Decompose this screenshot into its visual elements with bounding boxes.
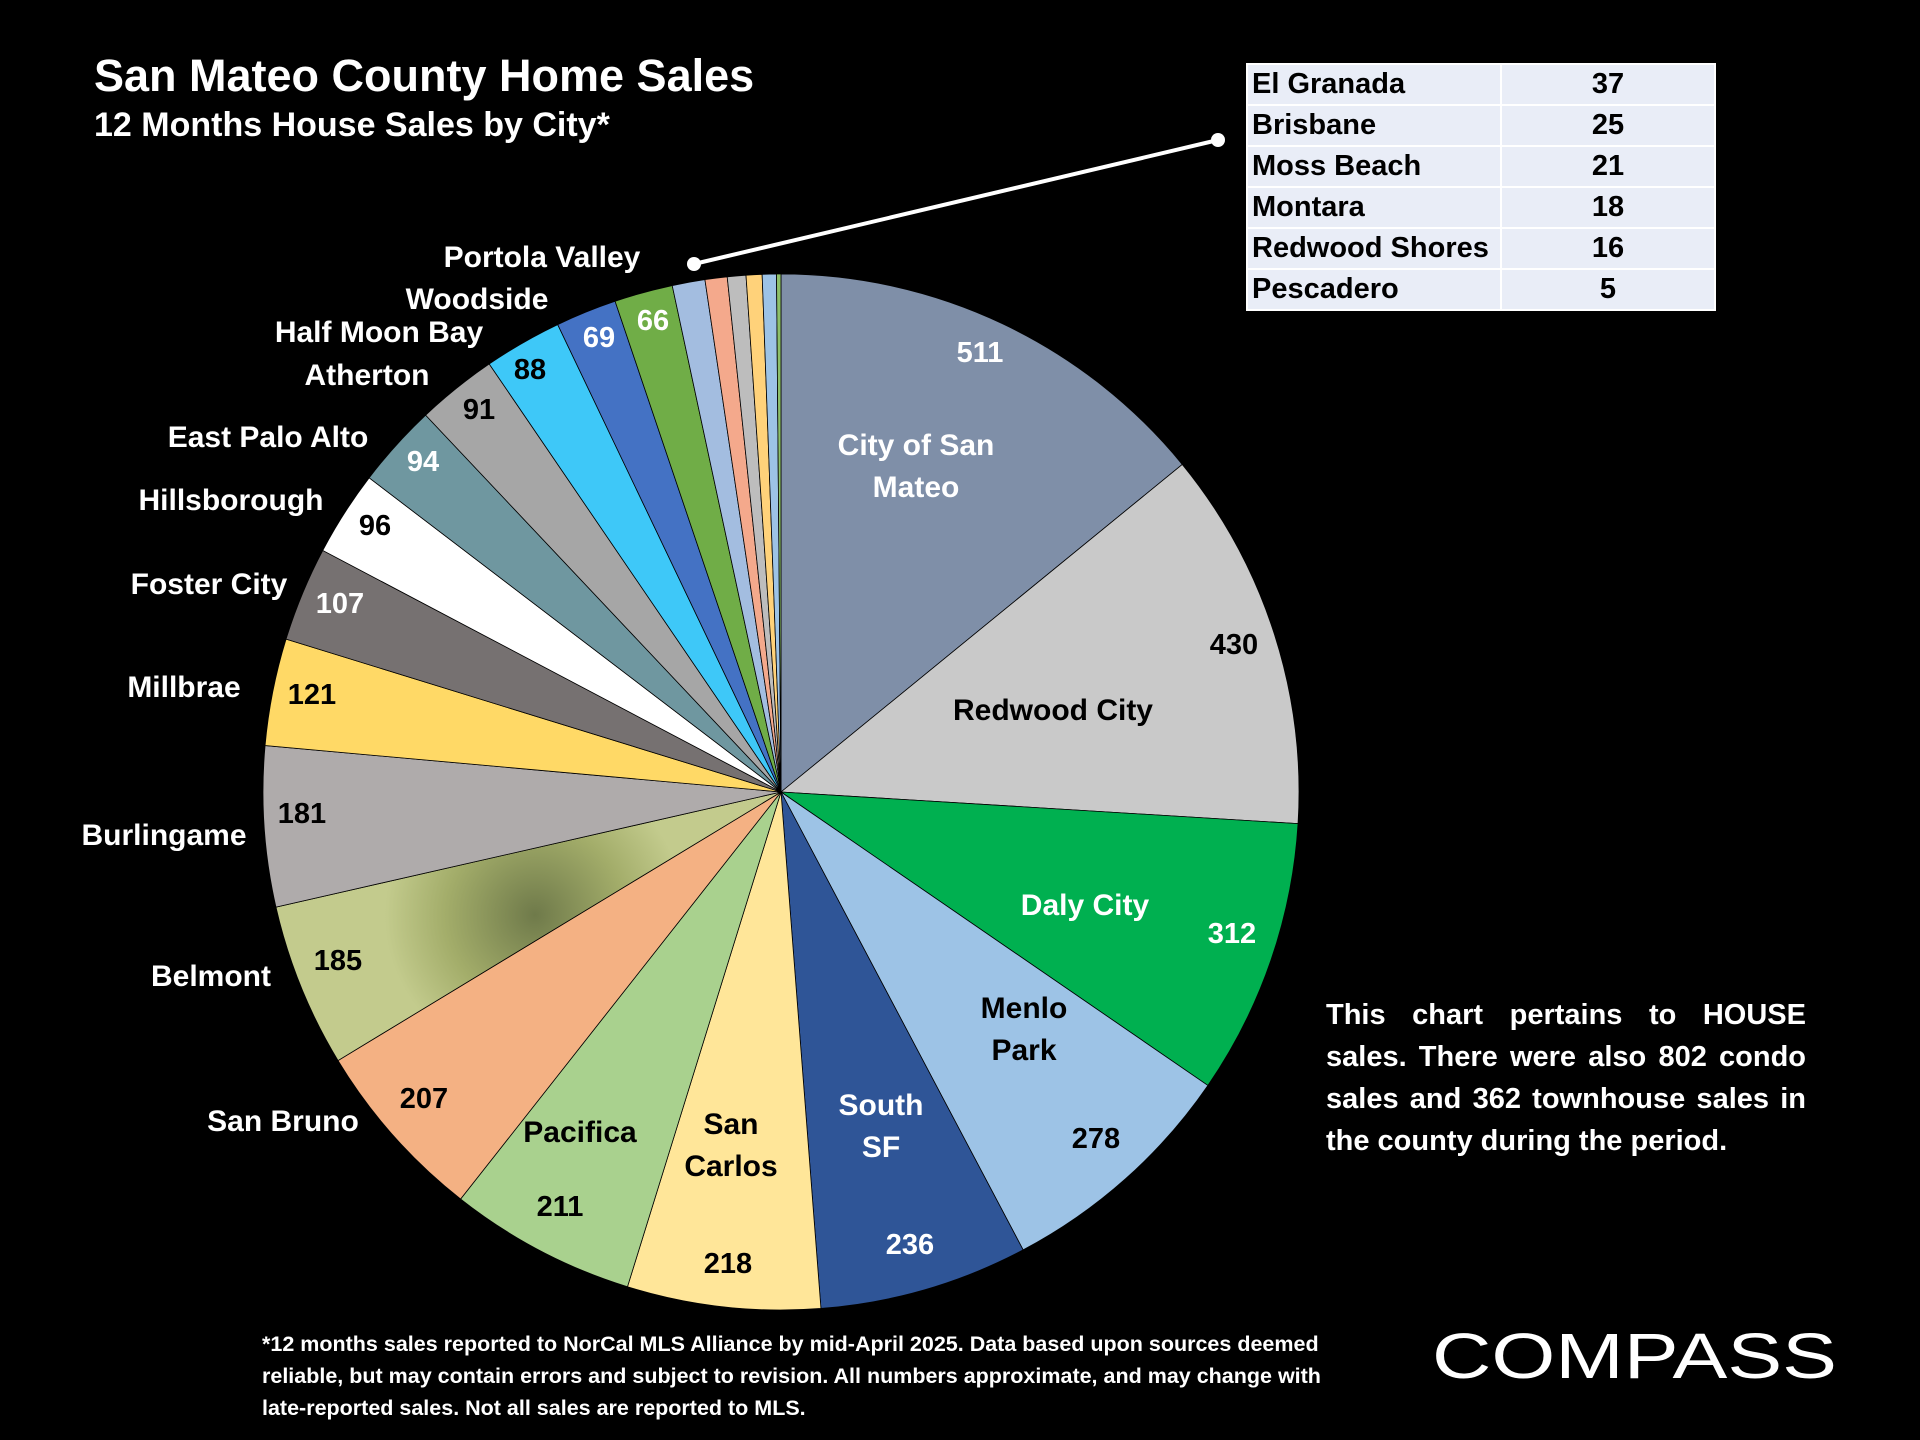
- callout-dot-end: [1211, 133, 1225, 147]
- slice-value-label: 181: [278, 798, 326, 830]
- table-cell-sales: 18: [1500, 186, 1716, 229]
- pie-slice-redwood-city: [779, 463, 1300, 825]
- slice-value-label: 278: [1072, 1123, 1120, 1155]
- chart-title: San Mateo County Home Sales: [94, 50, 755, 101]
- slice-name-label: Atherton: [305, 359, 430, 392]
- slice-name-label: Hillsborough: [139, 484, 324, 517]
- table-cell-city: Moss Beach: [1246, 145, 1502, 188]
- slice-name-label: Half Moon Bay: [275, 316, 484, 349]
- table-row: Redwood Shores 16: [1246, 227, 1716, 270]
- slice-name-label: Millbrae: [127, 671, 240, 704]
- slice-value-label: 66: [637, 305, 669, 337]
- slice-value-label: 69: [583, 322, 615, 354]
- slice-value-label: 107: [316, 588, 364, 620]
- slice-name-label: Woodside: [406, 283, 549, 316]
- pie-slice-belmont: [275, 791, 782, 1062]
- table-row: El Granada 37: [1246, 63, 1716, 106]
- slice-value-label: 236: [886, 1229, 934, 1261]
- table-row: Moss Beach 21: [1246, 145, 1716, 188]
- slice-value-label: 511: [957, 337, 1004, 369]
- slice-name-label: Foster City: [131, 568, 288, 601]
- table-row: Montara 18: [1246, 186, 1716, 229]
- footnote: *12 months sales reported to NorCal MLS …: [262, 1332, 1321, 1420]
- slice-value-label: 91: [463, 394, 495, 426]
- slice-value-label: 430: [1210, 629, 1258, 661]
- table-row: Pescadero 5: [1246, 268, 1716, 311]
- slice-name-label: San Carlos: [684, 1108, 777, 1183]
- slice-name-label: East Palo Alto: [168, 421, 369, 454]
- table-cell-sales: 25: [1500, 104, 1716, 147]
- small-cities-table: El Granada 37 Brisbane 25 Moss Beach 21 …: [1246, 63, 1716, 311]
- slice-value-label: 312: [1208, 918, 1256, 950]
- slice-name-label: Redwood City: [953, 694, 1153, 727]
- table-cell-city: Redwood Shores: [1246, 227, 1502, 270]
- logo-wordmark: COMPASS: [1432, 1320, 1837, 1390]
- slice-value-label: 88: [514, 354, 546, 386]
- table-cell-sales: 21: [1500, 145, 1716, 188]
- slice-value-label: 121: [288, 679, 336, 711]
- slice-name-label: City of San Mateo: [838, 429, 995, 504]
- slice-value-label: 185: [314, 945, 362, 977]
- slice-value-label: 207: [400, 1083, 448, 1115]
- pie-slice-menlo-park: [780, 791, 1209, 1251]
- slice-value-label: 96: [359, 510, 391, 542]
- pie-slice-south-sf: [780, 791, 1024, 1309]
- slice-name-label: Burlingame: [81, 819, 246, 852]
- pie-slice-pescadero: [776, 273, 782, 793]
- pie-slice-city-of-san-mateo: [780, 273, 1183, 793]
- pie-slice-burlingame: [262, 745, 782, 908]
- slice-value-label: 218: [704, 1248, 752, 1280]
- callout-line: [693, 138, 1219, 266]
- table-cell-city: Pescadero: [1246, 268, 1502, 311]
- callout-dot-start: [687, 257, 701, 271]
- table-cell-sales: 37: [1500, 63, 1716, 106]
- table-row: Brisbane 25: [1246, 104, 1716, 147]
- table-cell-sales: 5: [1500, 268, 1716, 311]
- slice-name-label: South SF: [839, 1089, 924, 1164]
- slice-name-label: Portola Valley: [444, 241, 641, 274]
- table-cell-city: Brisbane: [1246, 104, 1502, 147]
- pie-slice-san-carlos: [626, 791, 822, 1311]
- table-cell-city: El Granada: [1246, 63, 1502, 106]
- chart-note: This chart pertains to HOUSE sales. Ther…: [1326, 999, 1806, 1157]
- slice-name-label: Pacifica: [523, 1116, 637, 1149]
- table-cell-sales: 16: [1500, 227, 1716, 270]
- slice-value-label: 211: [537, 1191, 584, 1223]
- slice-name-label: Daly City: [1021, 889, 1150, 922]
- pie-slice-pacifica: [460, 791, 782, 1288]
- slice-name-label: San Bruno: [207, 1105, 359, 1138]
- slice-value-label: 94: [407, 446, 439, 478]
- table-cell-city: Montara: [1246, 186, 1502, 229]
- pie-slice-san-bruno: [337, 791, 782, 1200]
- slice-name-label: Menlo Park: [981, 992, 1068, 1067]
- pie-slice-daly-city: [779, 791, 1299, 1086]
- compass-logo: COMPASS: [1432, 1320, 1837, 1390]
- chart-subtitle: 12 Months House Sales by City*: [94, 106, 610, 144]
- slice-name-label: Belmont: [151, 960, 271, 993]
